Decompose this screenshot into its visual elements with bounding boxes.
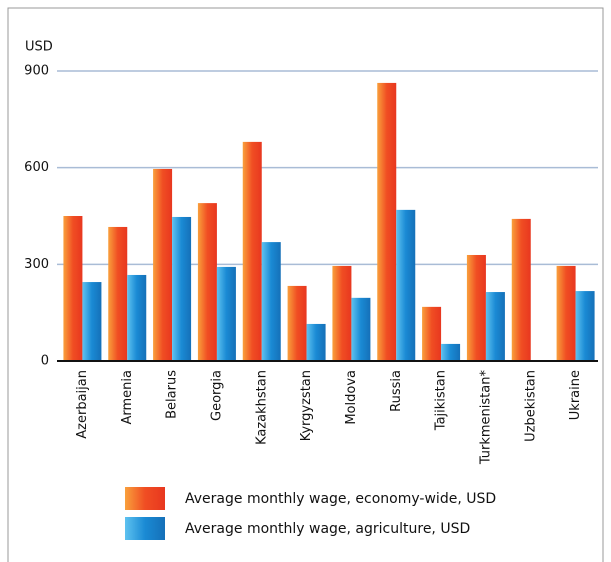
- bar: [396, 209, 416, 361]
- bar: [377, 82, 397, 361]
- bar: [153, 168, 173, 361]
- x-tick-label: Belarus: [165, 370, 180, 419]
- x-tick-label: Kazakhstan: [254, 370, 269, 445]
- x-tick-label: Azerbaijan: [75, 370, 90, 439]
- legend-swatch: [125, 487, 165, 510]
- y-tick-label: 600: [24, 160, 49, 175]
- frame: [7, 7, 604, 562]
- x-tick-label: Kyrgyzstan: [299, 370, 314, 441]
- legend-text: Average monthly wage, agriculture, USD: [185, 521, 470, 537]
- bar: [197, 203, 217, 361]
- x-tick-label: Turkmenistan*: [478, 370, 493, 466]
- bar: [82, 282, 102, 361]
- bar: [242, 141, 262, 361]
- x-tick-label: Moldova: [344, 370, 359, 425]
- x-tick-label: Armenia: [120, 370, 135, 425]
- x-tick-label: Russia: [389, 370, 404, 412]
- bar: [556, 265, 576, 361]
- x-tick-label: Tajikistan: [434, 370, 449, 431]
- bar: [127, 274, 147, 361]
- bar: [332, 265, 352, 361]
- bar: [422, 306, 442, 361]
- bar: [466, 254, 486, 361]
- bar: [261, 242, 281, 361]
- legend-text: Average monthly wage, economy-wide, USD: [185, 491, 496, 507]
- bar: [306, 323, 326, 361]
- bar: [441, 343, 461, 361]
- bar: [351, 297, 371, 361]
- x-tick-label: Uzbekistan: [523, 370, 538, 442]
- bar: [108, 226, 128, 361]
- bar: [216, 266, 236, 361]
- y-tick-label: 900: [24, 64, 49, 79]
- bar: [287, 285, 307, 361]
- bar: [63, 216, 83, 361]
- x-tick-label: Georgia: [209, 370, 224, 421]
- bar: [172, 216, 192, 361]
- legend-swatch: [125, 517, 165, 540]
- y-axis-label: USD: [25, 40, 53, 55]
- bar: [511, 218, 531, 361]
- y-tick-label: 0: [41, 354, 49, 369]
- x-tick-label: Ukraine: [568, 370, 583, 420]
- bar: [485, 292, 505, 361]
- bar: [575, 291, 595, 361]
- y-tick-label: 300: [24, 257, 49, 272]
